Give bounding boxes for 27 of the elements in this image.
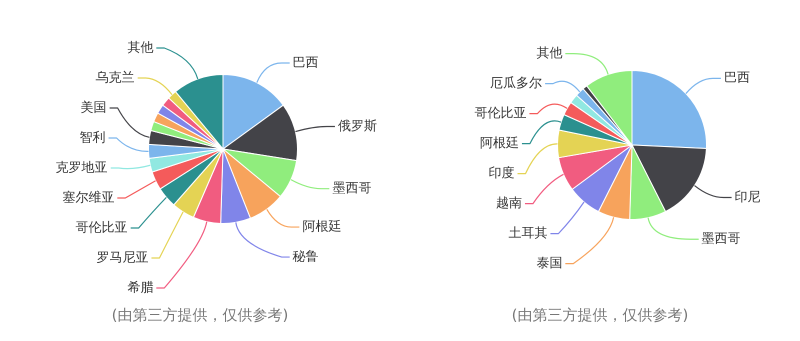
slice-label: 泰国 [536,256,562,271]
slice-label: 印尼 [734,190,761,205]
slice-label: 越南 [496,196,522,211]
slice-label: 其他 [127,40,154,56]
slice-label: 俄罗斯 [338,118,377,134]
slice-label: 罗马尼亚 [96,250,148,266]
slice-label: 哥伦比亚 [474,106,526,121]
slice-label: 哥伦比亚 [76,220,128,236]
slice-label: 塞尔维亚 [62,189,114,206]
slice-label: 土耳其 [508,226,548,241]
slice-label: 巴西 [724,70,750,86]
slice-label: 乌克兰 [96,70,135,86]
slice-label: 印度 [488,164,515,181]
slice-label: 智利 [80,130,106,146]
slice-label: 美国 [80,99,107,116]
slice-label: 巴西 [292,55,319,70]
slice-label: 秘鲁 [292,249,319,264]
slice-label: 墨西哥 [332,181,372,196]
text: (由第三方提供，仅供参考) [110,306,290,325]
slice-label: 克罗地亚 [56,160,108,176]
slice-label: 其他 [536,46,562,61]
slice-label: 阿根廷 [302,219,342,234]
slice-label: 厄瓜多尔 [490,76,542,91]
slice-label: 阿根廷 [480,136,519,151]
text: (由第三方提供，仅供参考) [510,306,690,325]
slice-label: 希腊 [127,280,154,296]
slice-label: 墨西哥 [702,232,741,247]
